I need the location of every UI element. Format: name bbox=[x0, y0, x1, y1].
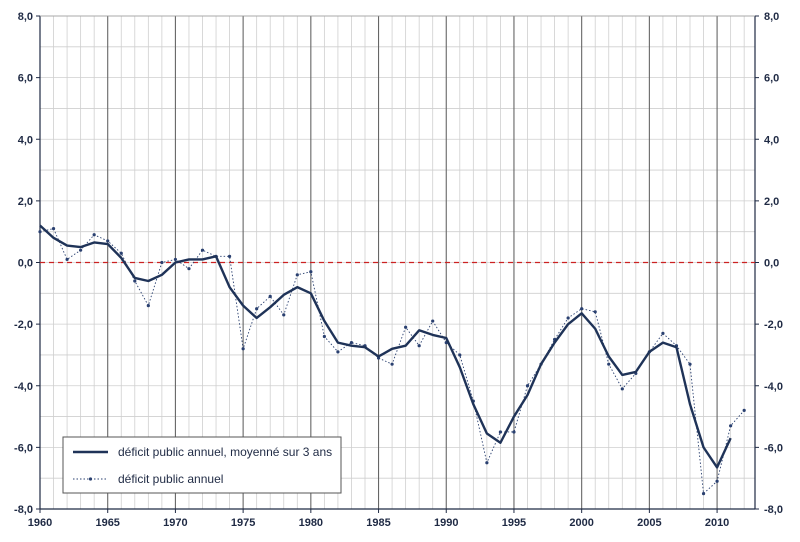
y-tick-label-right: 8,0 bbox=[764, 11, 779, 23]
y-tick-label-right: 2,0 bbox=[764, 196, 779, 208]
series-annual-point bbox=[593, 310, 597, 314]
series-annual-point bbox=[200, 248, 205, 252]
series-annual-point bbox=[620, 387, 624, 391]
series-annual-point bbox=[119, 251, 123, 255]
series-annual-point bbox=[498, 430, 503, 434]
series-annual-point bbox=[241, 347, 245, 351]
series-annual-point bbox=[349, 341, 354, 345]
y-tick-label-left: -2,0 bbox=[14, 319, 33, 331]
series-annual-point bbox=[688, 362, 692, 366]
x-tick-label: 2000 bbox=[569, 517, 593, 529]
series-annual-point bbox=[268, 294, 272, 298]
series-annual-point bbox=[661, 331, 665, 335]
series-annual-point bbox=[525, 384, 530, 388]
legend-box bbox=[62, 436, 342, 494]
series-annual-point bbox=[512, 430, 516, 434]
series-annual-point bbox=[309, 270, 313, 274]
y-tick-label-right: 4,0 bbox=[764, 134, 779, 146]
series-annual-point bbox=[729, 424, 733, 428]
y-tick-label-left: 4,0 bbox=[18, 134, 33, 146]
series-annual-point bbox=[106, 239, 110, 243]
series-annual-point bbox=[404, 325, 408, 329]
series-annual-point bbox=[65, 257, 69, 262]
series-annual-point bbox=[417, 344, 421, 348]
series-annual-point bbox=[38, 230, 42, 234]
series-annual-point bbox=[187, 267, 191, 271]
y-tick-label-left: -4,0 bbox=[14, 381, 33, 393]
series-annual-point bbox=[51, 227, 56, 231]
y-tick-label-left: 8,0 bbox=[18, 11, 33, 23]
series-annual-point bbox=[742, 408, 746, 412]
series-annual-point bbox=[701, 491, 706, 496]
series-annual-point bbox=[580, 307, 584, 311]
x-tick-label: 1995 bbox=[502, 517, 526, 529]
series-annual-point bbox=[485, 461, 489, 465]
series-averaged-line bbox=[39, 224, 732, 469]
x-tick-label: 1970 bbox=[163, 517, 187, 529]
x-tick-label: 2005 bbox=[637, 517, 661, 529]
y-tick-label-right: -4,0 bbox=[764, 381, 783, 393]
series-annual-point bbox=[336, 350, 340, 354]
x-tick-label: 1975 bbox=[231, 517, 255, 529]
series-layer bbox=[38, 224, 746, 496]
series-annual-point bbox=[255, 307, 259, 311]
y-tick-label-left: 0,0 bbox=[18, 258, 33, 270]
series-annual-point bbox=[390, 362, 394, 366]
series-annual-point bbox=[715, 479, 719, 483]
x-tick-label: 1990 bbox=[434, 517, 458, 529]
x-tick-label: 1960 bbox=[28, 517, 52, 529]
series-annual-point bbox=[160, 260, 164, 265]
legend-label-averaged: déficit public annuel, moyenné sur 3 ans bbox=[118, 445, 332, 459]
y-tick-label-left: -8,0 bbox=[14, 504, 33, 516]
x-tick-label: 2010 bbox=[705, 517, 729, 529]
series-annual-point bbox=[295, 273, 299, 277]
legend-label-annual: déficit public annuel bbox=[118, 472, 223, 486]
x-tick-label: 1965 bbox=[95, 517, 119, 529]
series-annual-point bbox=[566, 316, 570, 320]
series-annual-point bbox=[607, 362, 611, 366]
y-tick-label-left: 2,0 bbox=[18, 196, 33, 208]
series-annual-point bbox=[322, 334, 326, 339]
series-annual-point bbox=[282, 313, 286, 317]
y-tick-label-left: -6,0 bbox=[14, 442, 33, 454]
x-tick-label: 1985 bbox=[366, 517, 390, 529]
legend-swatch-annual-marker bbox=[88, 477, 93, 481]
x-tick-label: 1980 bbox=[299, 517, 323, 529]
series-annual-point bbox=[133, 279, 137, 283]
y-tick-label-left: 6,0 bbox=[18, 73, 33, 85]
series-annual-point bbox=[227, 254, 232, 258]
series-annual-point bbox=[92, 233, 96, 237]
series-annual-point bbox=[431, 319, 435, 323]
y-tick-label-right: -2,0 bbox=[764, 319, 783, 331]
series-annual-point bbox=[79, 248, 83, 252]
series-annual-point bbox=[146, 304, 150, 308]
y-tick-label-right: 6,0 bbox=[764, 73, 779, 85]
series-annual-point bbox=[173, 257, 178, 262]
y-tick-label-right: 0,0 bbox=[764, 258, 779, 270]
y-tick-label-right: -6,0 bbox=[764, 442, 783, 454]
legend: déficit public annuel, moyenné sur 3 ans… bbox=[62, 436, 342, 494]
y-tick-label-right: -8,0 bbox=[764, 504, 783, 516]
series-annual-point bbox=[458, 353, 462, 357]
